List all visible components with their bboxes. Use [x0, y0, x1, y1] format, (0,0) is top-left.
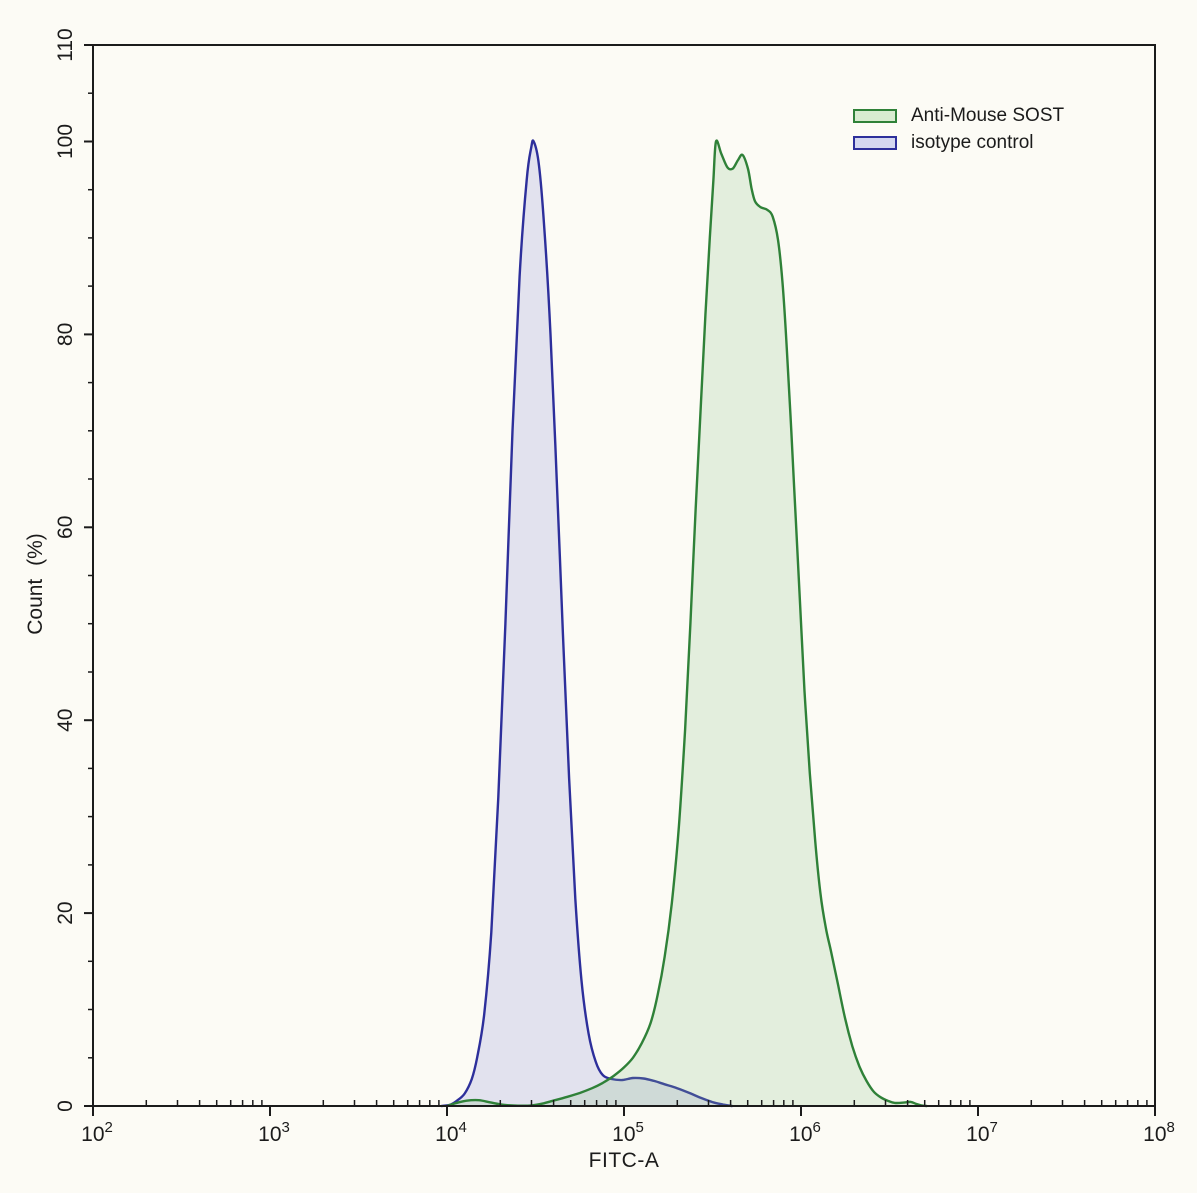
y-tick-label: 40: [54, 709, 77, 732]
y-tick-label: 80: [54, 323, 77, 346]
y-tick-label: 0: [54, 1100, 77, 1112]
legend-swatch-green: [853, 108, 897, 123]
legend-item-isotype-control: isotype control: [853, 129, 1064, 156]
legend-label-isotype-control: isotype control: [911, 132, 1034, 153]
series-anti-mouse-sost: [445, 139, 928, 1108]
x-tick-label: 102: [81, 1119, 113, 1146]
y-tick-label: 60: [54, 516, 77, 539]
legend-label-anti-mouse-sost: Anti-Mouse SOST: [911, 105, 1065, 126]
x-tick-label: 106: [789, 1119, 821, 1146]
y-tick-label: 110: [54, 28, 77, 61]
plot-box: [92, 44, 1156, 1107]
x-tick-label: 103: [258, 1119, 290, 1146]
y-axis-title: Count (%): [24, 533, 47, 635]
series-isotype-control: [440, 139, 734, 1108]
x-tick-label: 105: [612, 1119, 644, 1146]
x-axis-title: FITC-A: [588, 1149, 660, 1172]
y-tick-label: 100: [54, 124, 77, 159]
legend-item-anti-mouse-sost: Anti-Mouse SOST: [853, 102, 1064, 129]
x-tick-label: 107: [966, 1119, 998, 1146]
y-tick-label: 20: [54, 901, 77, 924]
legend: Anti-Mouse SOST isotype control: [853, 102, 1064, 156]
x-tick-label: 104: [435, 1119, 467, 1146]
legend-swatch-blue: [853, 135, 897, 150]
x-tick-label: 108: [1143, 1119, 1175, 1146]
